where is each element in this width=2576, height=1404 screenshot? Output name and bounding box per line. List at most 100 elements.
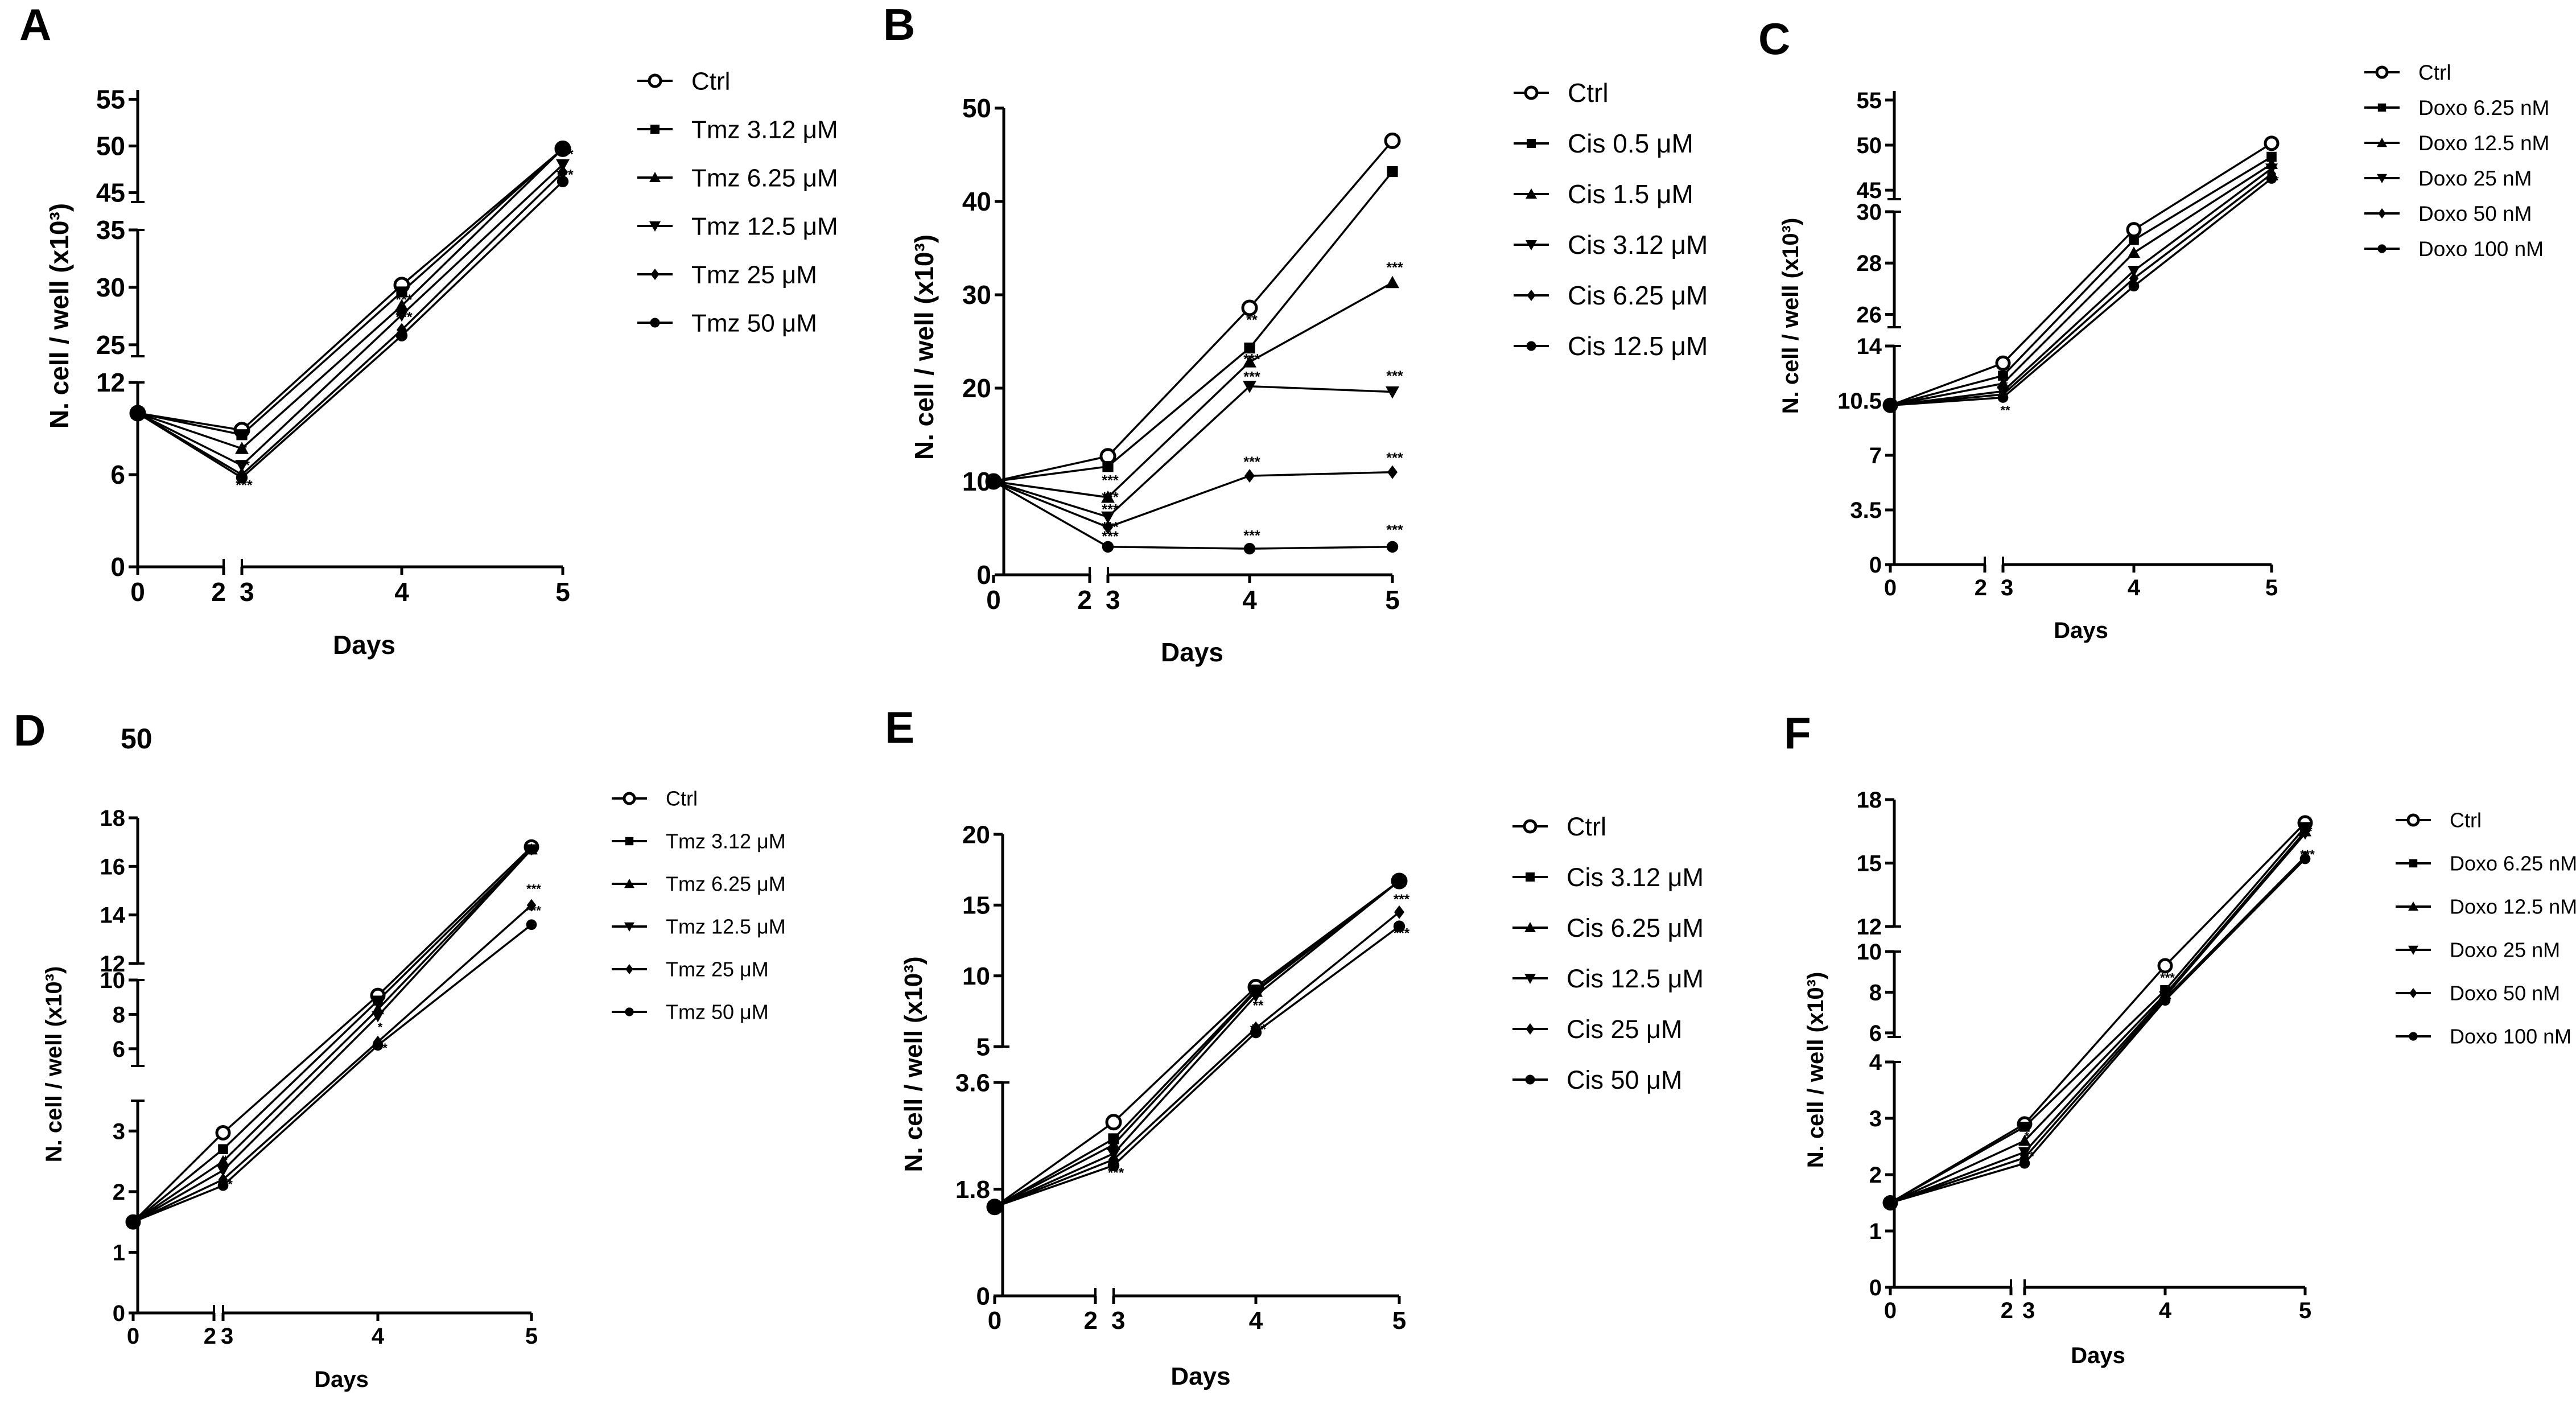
y-axis-title: N. cell / well (x10³) xyxy=(1778,218,1803,414)
legend-label: Cis 12.5 μM xyxy=(1568,331,1708,361)
series-line xyxy=(1890,833,2306,1204)
significance-label: *** xyxy=(395,309,413,325)
open-circle-marker xyxy=(1105,1114,1122,1131)
y-tick-label: 1 xyxy=(1869,1219,1882,1244)
legend-item-doxo-25-nm: Doxo 25 nM xyxy=(2396,938,2560,962)
series-ctrl xyxy=(1882,815,2313,1211)
diamond-marker xyxy=(2378,208,2386,219)
circle-marker xyxy=(625,1007,634,1016)
series-line xyxy=(994,880,1400,1208)
triangle-up-marker xyxy=(217,1155,229,1167)
open-circle-marker xyxy=(2126,222,2142,238)
circle-marker xyxy=(236,472,248,484)
open-circle-marker xyxy=(648,73,662,88)
y-tick-label: 4 xyxy=(1869,1050,1882,1075)
triangle-up-marker xyxy=(2018,1134,2031,1146)
square-marker xyxy=(2409,859,2418,868)
series-doxo-25-nm xyxy=(1884,163,2278,412)
stray-label: 50 xyxy=(121,723,153,755)
significance-label: *** xyxy=(557,167,574,183)
legend-label: Tmz 25 μM xyxy=(666,958,769,981)
y-axis-title: N. cell / well (x10³) xyxy=(1803,972,1828,1168)
x-axis-title: Days xyxy=(1170,1362,1230,1390)
x-tick-label: 4 xyxy=(394,577,409,607)
triangle-down-marker xyxy=(2408,945,2418,955)
series-doxo-100-nm xyxy=(1885,853,2311,1208)
y-tick-label: 30 xyxy=(1857,200,1882,225)
circle-marker xyxy=(1393,920,1406,932)
significance-label: *** xyxy=(1243,351,1260,367)
x-tick-label: 5 xyxy=(555,577,570,607)
legend-item-doxo-6-25-nm: Doxo 6.25 nM xyxy=(2364,96,2549,120)
panel-letter: E xyxy=(885,702,914,752)
series-line xyxy=(1890,163,2272,406)
series-cis-50-m xyxy=(988,920,1406,1213)
significance-label: * xyxy=(378,1020,383,1035)
series-line xyxy=(993,282,1393,499)
open-circle-marker xyxy=(215,1125,231,1141)
x-tick-label: 5 xyxy=(1385,585,1400,615)
y-tick-label: 28 xyxy=(1857,251,1882,276)
y-tick-label: 8 xyxy=(1869,980,1882,1005)
legend-item-ctrl: Ctrl xyxy=(1512,812,1606,841)
square-marker xyxy=(1527,139,1536,148)
legend-item-doxo-25-nm: Doxo 25 nM xyxy=(2364,167,2532,190)
circle-marker xyxy=(372,1040,384,1051)
square-marker xyxy=(373,995,383,1006)
legend-item-cis-12-5-m: Cis 12.5 μM xyxy=(1512,964,1704,993)
legend-item-doxo-12-5-nm: Doxo 12.5 nM xyxy=(2396,895,2576,919)
x-tick-label: 4 xyxy=(372,1324,385,1349)
open-circle-marker xyxy=(1099,448,1116,465)
y-tick-label: 14 xyxy=(1857,334,1882,359)
circle-marker xyxy=(2019,1158,2030,1169)
significance-label: ** xyxy=(1253,998,1264,1013)
legend-label: Doxo 12.5 nM xyxy=(2450,895,2576,919)
triangle-down-marker xyxy=(2128,265,2140,277)
legend-label: Doxo 50 nM xyxy=(2418,202,2532,225)
triangle-up-marker xyxy=(1243,355,1256,368)
y-tick-label: 26 xyxy=(1857,302,1882,327)
circle-marker xyxy=(1997,392,2009,403)
square-marker xyxy=(2377,103,2387,112)
diamond-marker xyxy=(558,165,568,179)
series-line xyxy=(994,911,1400,1208)
x-tick-label: 3 xyxy=(1111,1307,1125,1335)
circle-marker xyxy=(2128,281,2140,292)
significance-label: * xyxy=(241,442,247,458)
series-line xyxy=(993,140,1394,483)
series-tmz-12-5-m xyxy=(127,844,538,1229)
x-tick-label: 3 xyxy=(240,577,254,607)
circle-marker xyxy=(2159,995,2171,1006)
series-cis-25-m xyxy=(990,905,1404,1214)
y-tick-label: 20 xyxy=(962,373,991,403)
y-tick-label: 12 xyxy=(1857,915,1882,940)
significance-label: ** xyxy=(2000,404,2010,418)
series-line xyxy=(133,904,533,1223)
y-tick-label: 0 xyxy=(1869,1275,1882,1300)
panel-letter: A xyxy=(19,0,51,50)
y-tick-label: 50 xyxy=(962,93,991,123)
triangle-down-marker xyxy=(2299,828,2311,840)
significance-label: * xyxy=(223,1153,228,1167)
series-line xyxy=(1890,822,2306,1204)
y-axis-title: N. cell / well (x10³) xyxy=(909,234,939,460)
x-axis-title: Days xyxy=(333,630,395,660)
series-line xyxy=(1890,156,2272,406)
y-tick-label: 45 xyxy=(1857,178,1882,203)
series-line xyxy=(1890,830,2306,1204)
series-line xyxy=(994,925,1400,1208)
legend-label: Doxo 6.25 nM xyxy=(2418,96,2549,120)
x-tick-label: 5 xyxy=(2299,1298,2311,1323)
diamond-marker xyxy=(1244,469,1255,483)
significance-label: *** xyxy=(2019,1149,2034,1163)
significance-label: *** xyxy=(1243,369,1260,385)
legend-label: Doxo 50 nM xyxy=(2450,982,2560,1005)
legend-label: Doxo 25 nM xyxy=(2450,938,2560,962)
y-axis-title: N. cell / well (x10³) xyxy=(900,956,928,1172)
y-tick-label: 2 xyxy=(113,1180,125,1205)
circle-marker xyxy=(2266,173,2277,184)
legend-label: Cis 6.25 μM xyxy=(1568,281,1708,310)
legend-label: Tmz 50 μM xyxy=(691,309,817,337)
x-tick-label: 3 xyxy=(2022,1298,2035,1323)
